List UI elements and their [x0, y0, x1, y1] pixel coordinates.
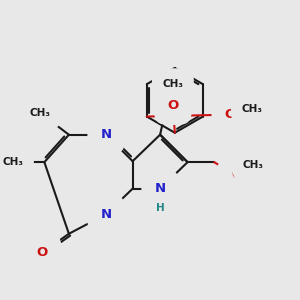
Text: O: O	[231, 168, 242, 182]
Text: O: O	[225, 108, 236, 121]
Text: CH₃: CH₃	[162, 79, 183, 89]
Text: CH₃: CH₃	[242, 104, 262, 114]
Text: O: O	[167, 99, 178, 112]
Text: N: N	[100, 128, 112, 141]
Text: CH₃: CH₃	[243, 160, 264, 170]
Text: CH₃: CH₃	[2, 157, 23, 167]
Text: CH₃: CH₃	[30, 108, 51, 118]
Text: N: N	[100, 208, 112, 221]
Text: H: H	[156, 203, 164, 213]
Text: O: O	[37, 246, 48, 259]
Text: N: N	[154, 182, 166, 195]
